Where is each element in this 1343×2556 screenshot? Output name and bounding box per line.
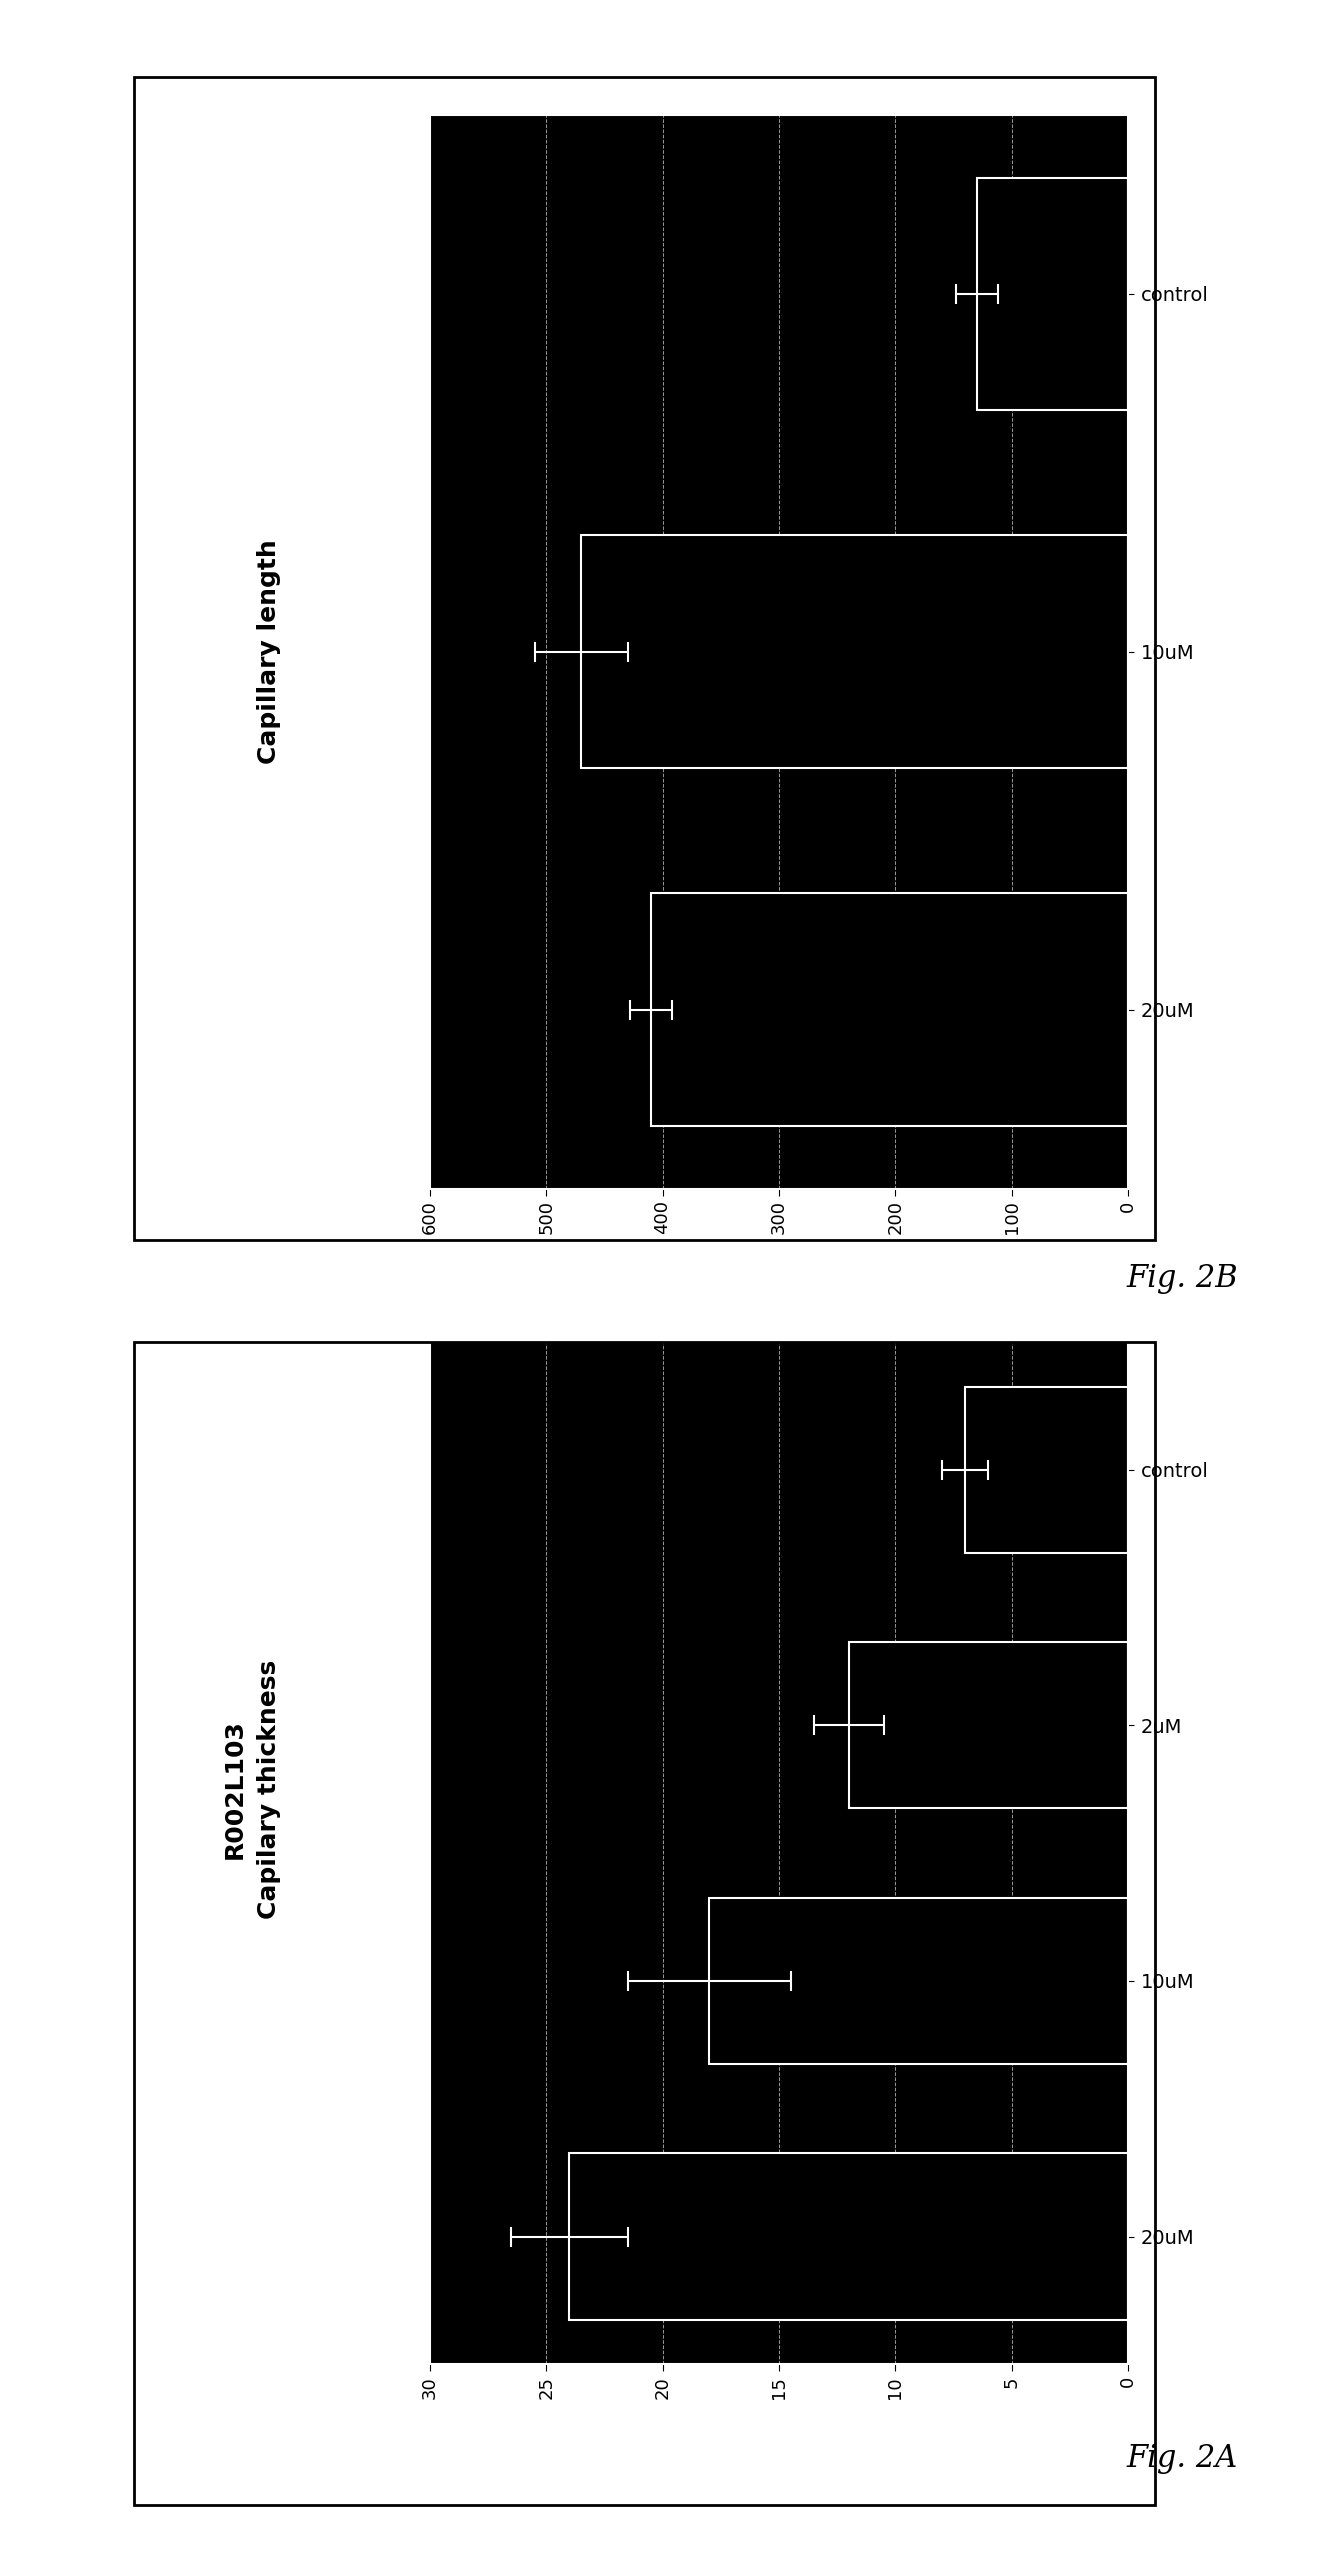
Bar [976, 176, 1128, 409]
Text: Fig. 2B: Fig. 2B [1125, 1263, 1238, 1293]
Bar [849, 1641, 1128, 1810]
Bar [651, 892, 1128, 1125]
Text: R002L103: R002L103 [223, 1720, 247, 1858]
Text: Capilary thickness: Capilary thickness [257, 1659, 281, 1920]
Bar [709, 1897, 1128, 2065]
Text: Fig. 2A: Fig. 2A [1127, 2444, 1237, 2474]
Bar [569, 2152, 1128, 2321]
Bar [582, 537, 1128, 767]
Text: Capillary length: Capillary length [257, 539, 281, 764]
Bar [966, 1385, 1128, 1551]
